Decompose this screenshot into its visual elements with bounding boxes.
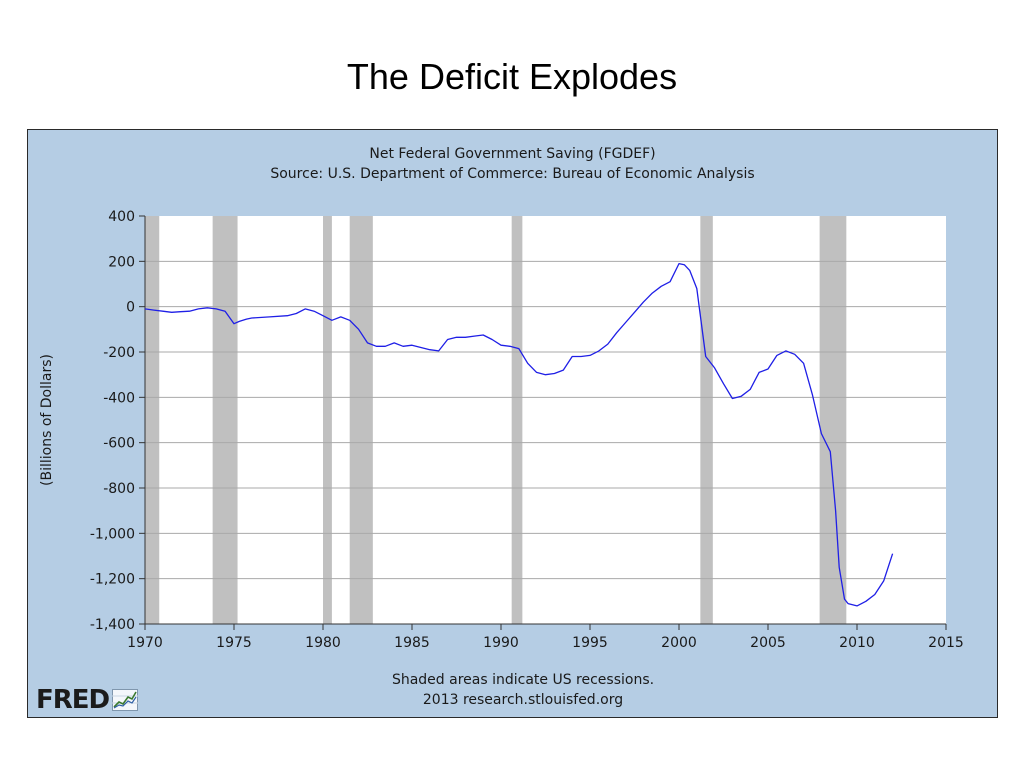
recession-band xyxy=(212,216,238,624)
x-tick-label: 1975 xyxy=(216,635,252,651)
y-tick-label: -1,400 xyxy=(90,617,135,633)
chart-subtitle: Source: U.S. Department of Commerce: Bur… xyxy=(270,166,755,182)
x-tick-label: 1970 xyxy=(127,635,163,651)
chart-frame: Net Federal Government Saving (FGDEF) So… xyxy=(27,129,998,718)
x-tick-label: 1980 xyxy=(305,635,341,651)
chart-title: Net Federal Government Saving (FGDEF) xyxy=(369,146,656,162)
recession-band xyxy=(349,216,373,624)
fred-logo: FRED xyxy=(36,684,139,716)
fred-line-chart: 4002000-200-400-600-800-1,000-1,200-1,40… xyxy=(39,209,964,651)
y-tick-label: -600 xyxy=(103,436,135,452)
y-tick-label: -800 xyxy=(103,481,135,497)
recession-band xyxy=(511,216,523,624)
recession-note: Shaded areas indicate US recessions. xyxy=(391,672,655,688)
y-axis-label: (Billions of Dollars) xyxy=(39,354,55,486)
recession-band xyxy=(323,216,332,624)
y-tick-label: 0 xyxy=(126,300,135,316)
x-tick-label: 1990 xyxy=(483,635,519,651)
x-tick-label: 2005 xyxy=(750,635,786,651)
y-tick-label: -200 xyxy=(103,345,135,361)
recession-band xyxy=(145,216,160,624)
plot-area xyxy=(145,216,946,624)
y-tick-label: -400 xyxy=(103,390,135,406)
fred-logo-text: FRED xyxy=(36,685,110,715)
y-tick-label: -1,000 xyxy=(90,526,135,542)
slide-title: The Deficit Explodes xyxy=(346,56,678,97)
x-tick-label: 2010 xyxy=(839,635,875,651)
x-tick-label: 1995 xyxy=(572,635,608,651)
y-tick-label: 400 xyxy=(108,209,135,225)
y-tick-label: -1,200 xyxy=(90,572,135,588)
recession-band xyxy=(700,216,713,624)
y-tick-label: 200 xyxy=(108,254,135,270)
x-tick-label: 2000 xyxy=(661,635,697,651)
x-tick-label: 1985 xyxy=(394,635,430,651)
fred-graph-icon xyxy=(112,689,139,711)
x-tick-label: 2015 xyxy=(928,635,964,651)
recession-band xyxy=(819,216,847,624)
source-url-note: 2013 research.stlouisfed.org xyxy=(422,692,624,708)
series-line xyxy=(144,262,894,607)
